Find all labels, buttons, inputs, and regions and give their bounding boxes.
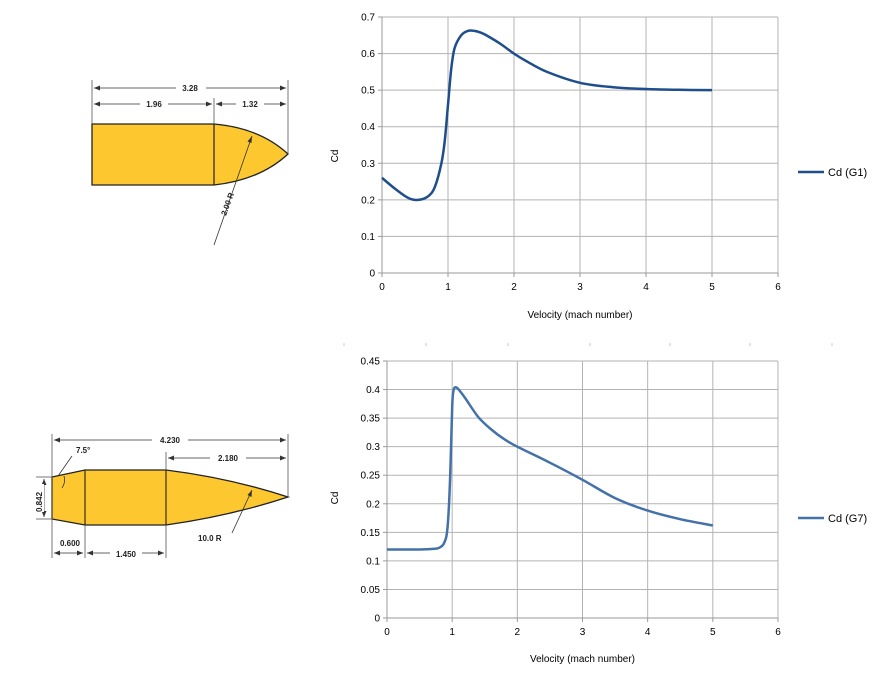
g1-nose-label-bg [236, 98, 264, 108]
g7-total-length-label: 4.230 [160, 436, 181, 445]
y-tick-label: 0 [369, 269, 375, 280]
g7-radius-arrow [247, 490, 252, 497]
chart-g1-tick-labels: 0 0.1 0.2 0.3 0.4 0.5 0.6 0.7 0 1 2 3 4 5 6 [361, 13, 781, 294]
x-tick-label: 4 [643, 282, 649, 293]
g7-total-label-bg [152, 434, 188, 444]
chart-g1-gridlines [382, 16, 779, 274]
chart-g1-legend: Cd (G1) [798, 167, 867, 179]
x-tick-label: 3 [577, 282, 583, 293]
g7-nose-length-label: 2.180 [218, 454, 239, 463]
g1-radius-leader [213, 135, 253, 246]
chart-g7-tick-labels: 0 0.05 0.1 0.15 0.2 0.25 0.3 0.35 0.4 0.45 0 1 2 3 4 5 6 [361, 357, 782, 639]
y-tick-label: 0.1 [366, 556, 380, 567]
chart-g7-y-axis-label: Cd [330, 492, 341, 505]
y-tick-label: 0.4 [366, 385, 380, 396]
y-tick-label: 0.2 [361, 195, 375, 206]
g7-angle-arc [61, 475, 66, 489]
g1-total-label-bg [176, 82, 206, 92]
g7-nose-label-bg [210, 452, 246, 462]
x-tick-label: 0 [384, 627, 390, 638]
y-tick-label: 0.5 [361, 86, 375, 97]
y-tick-label: 0.3 [366, 442, 380, 453]
y-tick-label: 0.05 [361, 585, 381, 596]
g1-body-length-label: 1.96 [146, 100, 162, 109]
panel-separator-marks [343, 343, 833, 346]
g1-radius-arrow [247, 136, 252, 143]
x-tick-label: 1 [445, 282, 451, 293]
x-tick-label: 2 [511, 282, 517, 293]
g7-boattail-length-label: 0.600 [60, 539, 81, 548]
g7-projectile-drawing: 4.230 2.180 7.5° 0.842 0.600 1.450 10.0 … [33, 434, 291, 559]
chart-g7: 0 0.05 0.1 0.15 0.2 0.25 0.3 0.35 0.4 0.45 0 1 2 3 4 5 6… [330, 357, 867, 666]
y-tick-label: 0.6 [361, 49, 375, 60]
g1-projectile-drawing: 3.28 1.96 1.32 2.00 R [91, 80, 289, 246]
g7-base-label-bg [33, 484, 44, 512]
g7-base-diameter-label: 0.842 [35, 491, 44, 512]
chart-g7-gridlines [387, 360, 779, 619]
g7-projectile-body [51, 469, 291, 526]
chart-g7-x-axis-label: Velocity (mach number) [530, 654, 635, 665]
x-tick-label: 6 [775, 282, 781, 293]
g1-nose-length-label: 1.32 [242, 100, 258, 109]
y-tick-label: 0.15 [361, 528, 381, 539]
x-tick-label: 2 [515, 627, 521, 638]
y-tick-label: 0.4 [361, 122, 375, 133]
chart-g7-legend-label: Cd (G7) [828, 513, 867, 525]
g7-radius-leader [231, 489, 253, 534]
chart-g1-x-axis-label: Velocity (mach number) [527, 310, 632, 321]
chart-g1-series-line-g1 [381, 29, 713, 202]
x-tick-label: 6 [775, 627, 781, 638]
chart-g1-legend-label: Cd (G1) [828, 167, 867, 179]
x-tick-label: 4 [645, 627, 651, 638]
y-tick-label: 0.3 [361, 159, 375, 170]
x-tick-label: 0 [379, 282, 385, 293]
chart-g1: 0 0.1 0.2 0.3 0.4 0.5 0.6 0.7 0 1 2 3 4 5 6 Cd Velocit… [330, 13, 867, 322]
y-tick-label: 0 [374, 614, 380, 625]
y-tick-label: 0.25 [361, 471, 381, 482]
x-tick-label: 1 [449, 627, 455, 638]
g7-body-label-bg [110, 548, 142, 558]
g7-boattail-angle-label: 7.5° [76, 446, 90, 455]
g7-ogive-radius-label: 10.0 R [198, 534, 222, 543]
g1-body-label-bg [140, 98, 168, 108]
y-tick-label: 0.2 [366, 499, 380, 510]
y-tick-label: 0.35 [361, 414, 381, 425]
g1-total-length-label: 3.28 [182, 84, 198, 93]
chart-g7-series-line-g7 [386, 386, 714, 551]
chart-g7-legend: Cd (G7) [798, 513, 867, 525]
g1-projectile-body [91, 123, 289, 186]
x-tick-label: 5 [709, 282, 715, 293]
y-tick-label: 0.45 [361, 357, 381, 368]
g1-ogive-radius-label: 2.00 R [219, 191, 236, 216]
chart-g1-y-axis-label: Cd [330, 150, 341, 163]
g7-body-length-label: 1.450 [116, 550, 137, 559]
y-tick-label: 0.1 [361, 232, 375, 243]
x-tick-label: 5 [710, 627, 716, 638]
g7-angle-leader [57, 455, 73, 477]
y-tick-label: 0.7 [361, 13, 375, 24]
x-tick-label: 3 [580, 627, 586, 638]
